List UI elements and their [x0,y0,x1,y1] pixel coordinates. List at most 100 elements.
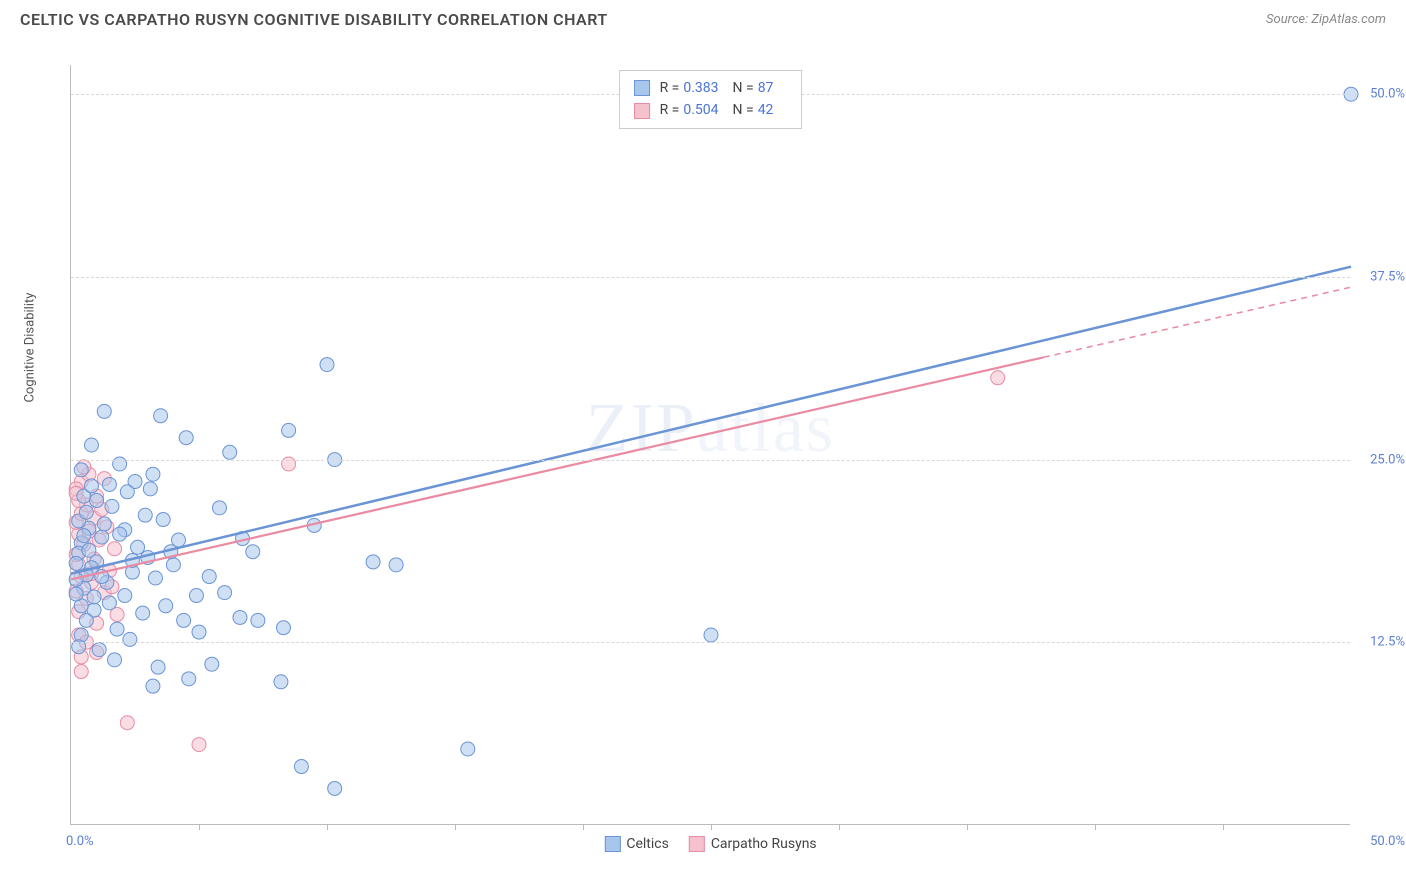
scatter-point [97,404,111,418]
legend-series: Celtics Carpatho Rusyns [604,836,816,852]
scatter-point [143,482,157,496]
x-tick [199,824,200,830]
scatter-point [79,505,93,519]
scatter-point [218,586,232,600]
scatter-point [233,610,247,624]
legend-item-celtics: Celtics [604,836,668,852]
scatter-point [69,587,83,601]
y-tick-label: 37.5% [1370,269,1405,284]
scatter-point [192,738,206,752]
gridline [71,277,1350,278]
legend-stats-row-1: R =0.383 N =87 [634,77,788,99]
scatter-point [223,445,237,459]
r-value-2: 0.504 [683,102,718,118]
scatter-point [148,571,162,585]
gridline [71,642,1350,643]
x-tick [583,824,584,830]
scatter-point [74,463,88,477]
scatter-point [246,545,260,559]
scatter-point [102,596,116,610]
scatter-point [212,501,226,515]
legend-label-rusyns: Carpatho Rusyns [711,836,817,852]
scatter-point [90,494,104,508]
y-tick-label: 12.5% [1370,635,1405,650]
scatter-point [92,643,106,657]
chart-container: Cognitive Disability ZIPatlas R =0.383N … [50,55,1390,845]
legend-swatch-rusyns-b [689,836,705,852]
r-value-1: 0.383 [683,80,718,96]
scatter-point [82,543,96,557]
n-value-2: 42 [758,102,774,118]
scatter-point [320,358,334,372]
scatter-point [704,628,718,642]
scatter-point [120,716,134,730]
scatter-point [179,431,193,445]
scatter-point [123,632,137,646]
legend-stats: R =0.383 N =87 R =0.504 N =42 [619,70,803,129]
scatter-point [146,467,160,481]
trend-line [71,267,1351,574]
scatter-point [97,517,111,531]
scatter-point [79,613,93,627]
gridline [71,460,1350,461]
x-tick [1223,824,1224,830]
legend-item-rusyns: Carpatho Rusyns [689,836,817,852]
scatter-point [366,555,380,569]
scatter-point [84,479,98,493]
n-label: N = [733,80,754,96]
scatter-point [389,558,403,572]
scatter-point [276,621,290,635]
r-label: R = [660,80,680,96]
scatter-point [151,660,165,674]
scatter-point [294,760,308,774]
x-tick [711,824,712,830]
n-value-1: 87 [758,80,774,96]
scatter-point [274,675,288,689]
scatter-point [136,606,150,620]
scatter-point [77,529,91,543]
y-axis-label: Cognitive Disability [23,293,38,403]
y-tick-label: 50.0% [1370,87,1405,102]
scatter-point [328,781,342,795]
plot-svg [71,65,1350,824]
scatter-point [87,590,101,604]
scatter-point [105,499,119,513]
chart-title: CELTIC VS CARPATHO RUSYN COGNITIVE DISAB… [20,10,608,29]
legend-swatch-celtics [634,80,650,96]
trend-line [71,357,1044,579]
scatter-point [156,513,170,527]
x-max-label: 50.0% [1370,834,1405,849]
scatter-point [166,558,180,572]
scatter-point [84,438,98,452]
scatter-point [282,423,296,437]
scatter-point [74,665,88,679]
scatter-point [154,409,168,423]
source-label: Source: ZipAtlas.com [1266,12,1386,27]
scatter-point [95,530,109,544]
scatter-point [146,679,160,693]
x-tick [839,824,840,830]
scatter-point [205,657,219,671]
scatter-point [189,589,203,603]
scatter-point [108,653,122,667]
r-label: R = [660,102,680,118]
scatter-point [113,527,127,541]
scatter-point [159,599,173,613]
scatter-point [202,570,216,584]
legend-swatch-celtics-b [604,836,620,852]
x-tick [327,824,328,830]
scatter-point [108,542,122,556]
legend-label-celtics: Celtics [626,836,668,852]
scatter-point [182,672,196,686]
scatter-point [991,371,1005,385]
legend-swatch-rusyns [634,103,650,119]
x-tick [1095,824,1096,830]
scatter-point [192,625,206,639]
trend-line-dashed [1044,287,1351,357]
scatter-point [110,622,124,636]
n-label: N = [733,102,754,118]
scatter-point [131,540,145,554]
scatter-point [69,556,83,570]
scatter-point [118,589,132,603]
scatter-point [177,613,191,627]
